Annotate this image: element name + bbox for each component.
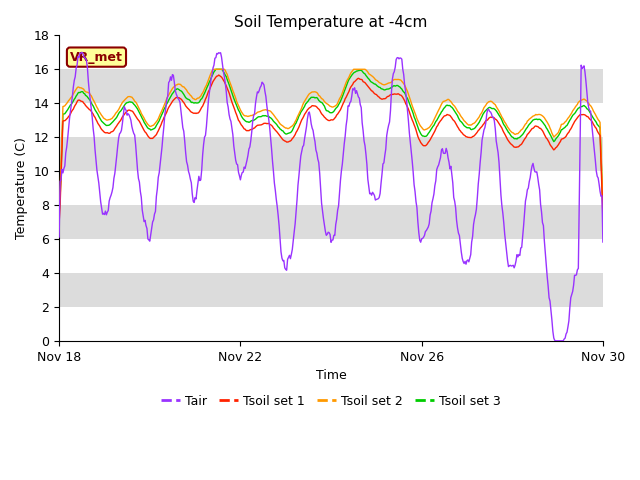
Y-axis label: Temperature (C): Temperature (C) [15, 137, 28, 239]
Legend: Tair, Tsoil set 1, Tsoil set 2, Tsoil set 3: Tair, Tsoil set 1, Tsoil set 2, Tsoil se… [156, 390, 506, 413]
Bar [59, 69, 603, 103]
Bar [59, 273, 603, 307]
X-axis label: Time: Time [316, 369, 346, 382]
Bar [59, 205, 603, 239]
Bar [59, 137, 603, 171]
Text: VR_met: VR_met [70, 50, 123, 64]
Title: Soil Temperature at -4cm: Soil Temperature at -4cm [234, 15, 428, 30]
